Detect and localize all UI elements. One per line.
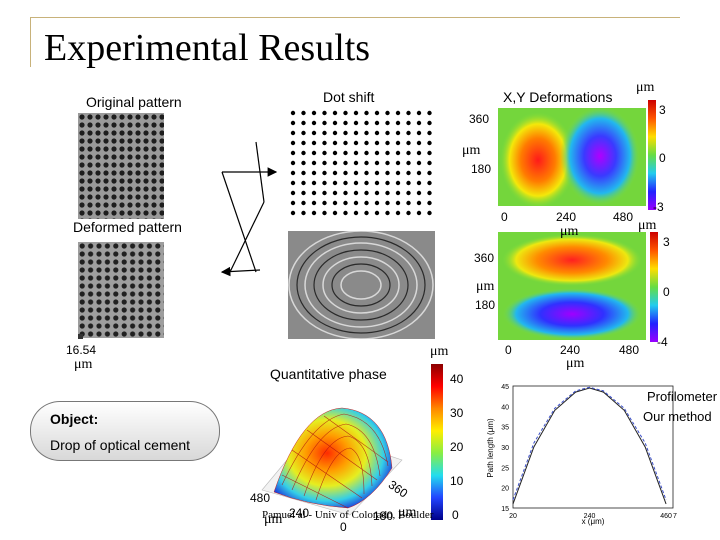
- top-map-y-unit: μm: [462, 143, 481, 158]
- phase-axis-unit: μm: [264, 512, 283, 527]
- scale-bar: [78, 334, 83, 339]
- chart-plot-area: [512, 385, 674, 509]
- dot-shift-image: [288, 108, 436, 216]
- phase-colorbar-tick: 40: [450, 372, 464, 386]
- phase-colorbar-tick: 30: [450, 406, 464, 420]
- bottom-map-x-tick: 0: [505, 343, 512, 357]
- arrow-line: [255, 141, 265, 203]
- chart-x-label: x (μm): [582, 517, 605, 526]
- phase-colorbar: [431, 364, 443, 520]
- top-map-x-unit: μm: [560, 224, 579, 239]
- chart-y-tick-label: 40: [501, 404, 509, 411]
- y-deformation-map: [498, 232, 646, 340]
- phase-axis-tick: 240: [289, 506, 310, 520]
- original-pattern-image: [78, 113, 164, 219]
- top-map-y-tick: 180: [471, 162, 492, 176]
- xy-deformations-label: X,Y Deformations: [503, 89, 613, 105]
- top-map-x-tick: 0: [501, 210, 508, 224]
- legend-profilometer: Profilometer: [647, 389, 718, 404]
- crossed-arrows: [220, 141, 278, 277]
- top-map-x-tick: 240: [556, 210, 577, 224]
- slide-frame-top: [30, 17, 680, 18]
- fringe-phase-image: [288, 231, 435, 339]
- bottom-map-x-tick: 240: [560, 343, 581, 357]
- top-map-y-tick: 360: [469, 112, 490, 126]
- bottom-map-x-unit: μm: [566, 356, 585, 371]
- bottom-map-y-unit: μm: [476, 279, 495, 294]
- phase-unit: μm: [430, 344, 449, 359]
- bottom-map-y-tick: 360: [474, 251, 495, 265]
- top-colorbar-mid: 0: [659, 151, 666, 165]
- chart-x-tick-label: 7: [673, 513, 677, 520]
- slide-footer: Pamuel al - Univ of Colorado, Boulder: [262, 509, 434, 521]
- x-deformation-map: [498, 108, 646, 206]
- chart-x-tick-label: 460: [660, 513, 672, 520]
- top-colorbar-min: -3: [653, 200, 664, 214]
- deformed-pattern-image: [78, 242, 164, 338]
- deformed-pattern-label: Deformed pattern: [73, 219, 182, 235]
- phase-colorbar-tick: 20: [450, 440, 464, 454]
- bottom-colorbar-mid: 0: [663, 285, 670, 299]
- object-title: Object:: [50, 411, 99, 427]
- phase-axis-tick: 180: [373, 509, 394, 523]
- bottom-map-y-tick: 180: [475, 298, 496, 312]
- chart-y-tick-label: 25: [501, 465, 509, 472]
- phase-axis-tick: 0: [340, 520, 347, 534]
- slide-frame-left: [30, 17, 31, 67]
- object-description-box: [30, 401, 220, 461]
- top-map-x-tick: 480: [613, 210, 634, 224]
- quantitative-phase-label: Quantitative phase: [270, 366, 387, 382]
- bottom-map-colorbar: [650, 232, 658, 342]
- chart-y-tick-label: 30: [501, 445, 509, 452]
- bottom-map-x-tick: 480: [619, 343, 640, 357]
- slide-title: Experimental Results: [44, 27, 371, 69]
- top-map-colorbar: [648, 100, 656, 210]
- phase-axis-unit: μm: [398, 505, 417, 520]
- chart-y-tick-label: 20: [501, 486, 509, 493]
- arrow-line: [220, 266, 261, 277]
- chart-y-tick-label: 15: [501, 506, 509, 513]
- legend-our-method: Our method: [643, 409, 712, 424]
- arrow-line: [221, 171, 257, 273]
- chart-y-tick-label: 35: [501, 425, 509, 432]
- phase-colorbar-tick: 10: [450, 474, 464, 488]
- phase-3d-surface: [261, 407, 403, 516]
- top-colorbar-unit: μm: [636, 80, 655, 95]
- chart-x-tick-label: 20: [509, 513, 517, 520]
- chart-y-label: Path length (μm): [486, 418, 495, 478]
- chart-x-tick-label: 240: [584, 513, 596, 520]
- scale-value: 16.54: [66, 343, 97, 357]
- phase-colorbar-tick: 0: [452, 508, 459, 522]
- arrow-line: [229, 201, 265, 273]
- scale-unit: μm: [74, 357, 93, 372]
- phase-axis-tick: 480: [250, 491, 271, 505]
- bottom-colorbar-max: 3: [663, 235, 670, 249]
- chart-series-line: [512, 386, 667, 501]
- chart-series-line: [512, 387, 667, 505]
- bottom-colorbar-unit: μm: [638, 218, 657, 233]
- top-colorbar-max: 3: [659, 103, 666, 117]
- dot-shift-label: Dot shift: [323, 89, 375, 105]
- chart-y-tick-label: 45: [501, 384, 509, 391]
- original-pattern-label: Original pattern: [86, 94, 182, 110]
- bottom-colorbar-min: -4: [657, 335, 668, 349]
- object-text: Drop of optical cement: [50, 437, 191, 453]
